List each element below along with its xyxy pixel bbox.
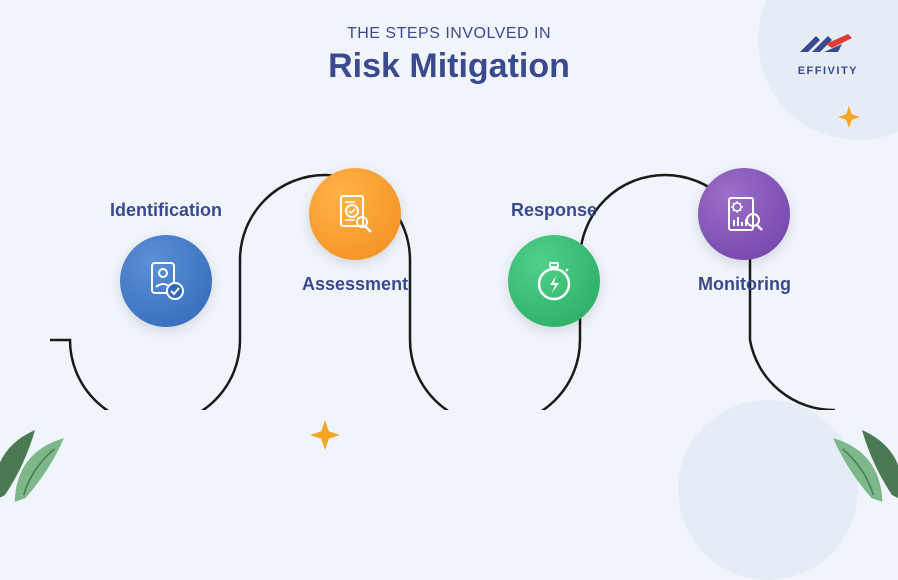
logo-text: EFFIVITY	[798, 65, 858, 77]
title: Risk Mitigation	[328, 47, 570, 86]
step-monitoring: Monitoring	[698, 168, 791, 295]
step-circle	[120, 235, 212, 327]
subtitle: THE STEPS INVOLVED IN	[328, 25, 570, 43]
step-identification: Identification	[110, 200, 222, 327]
step-response: Response	[508, 200, 600, 327]
brand-logo: EFFIVITY	[798, 30, 858, 77]
sparkle-icon	[838, 106, 860, 128]
step-circle	[309, 168, 401, 260]
step-label: Assessment	[302, 274, 408, 295]
leaf-decoration-icon	[0, 410, 105, 510]
doc-gear-chart-icon	[720, 190, 768, 238]
doc-magnify-check-icon	[331, 190, 379, 238]
step-label: Monitoring	[698, 274, 791, 295]
step-label: Response	[508, 200, 600, 221]
step-label: Identification	[110, 200, 222, 221]
step-circle	[698, 168, 790, 260]
leaf-decoration-icon	[792, 410, 898, 510]
stopwatch-bolt-icon	[530, 257, 578, 305]
id-card-check-icon	[142, 257, 190, 305]
header: THE STEPS INVOLVED IN Risk Mitigation	[328, 25, 570, 86]
step-circle	[508, 235, 600, 327]
step-assessment: Assessment	[302, 168, 408, 295]
logo-mark-icon	[798, 30, 858, 58]
sparkle-icon	[310, 420, 340, 450]
